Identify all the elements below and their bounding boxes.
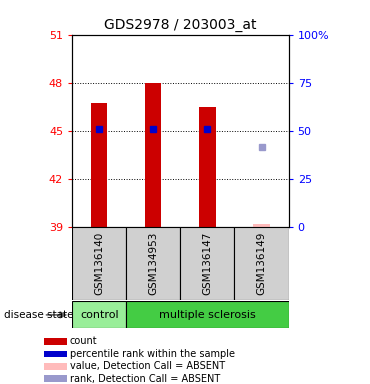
Text: GSM136147: GSM136147 <box>202 231 212 295</box>
Bar <box>91 103 107 227</box>
Bar <box>235 227 289 300</box>
Bar <box>44 351 67 357</box>
Text: GSM136140: GSM136140 <box>94 232 104 295</box>
Bar <box>72 227 126 300</box>
Bar <box>145 83 161 227</box>
Text: count: count <box>70 336 97 346</box>
Bar <box>181 227 235 300</box>
Bar <box>44 363 67 370</box>
Text: multiple sclerosis: multiple sclerosis <box>159 310 256 320</box>
Bar <box>44 376 67 382</box>
Text: percentile rank within the sample: percentile rank within the sample <box>70 349 235 359</box>
Bar <box>126 301 289 328</box>
Text: rank, Detection Call = ABSENT: rank, Detection Call = ABSENT <box>70 374 220 384</box>
Text: GSM134953: GSM134953 <box>148 231 158 295</box>
Text: GSM136149: GSM136149 <box>256 231 266 295</box>
Bar <box>199 107 216 227</box>
Bar <box>126 227 181 300</box>
Text: value, Detection Call = ABSENT: value, Detection Call = ABSENT <box>70 361 225 371</box>
Title: GDS2978 / 203003_at: GDS2978 / 203003_at <box>104 18 257 32</box>
Bar <box>72 301 126 328</box>
Bar <box>253 224 270 227</box>
Text: disease state: disease state <box>4 310 73 320</box>
Text: control: control <box>80 310 118 320</box>
Bar <box>44 338 67 345</box>
